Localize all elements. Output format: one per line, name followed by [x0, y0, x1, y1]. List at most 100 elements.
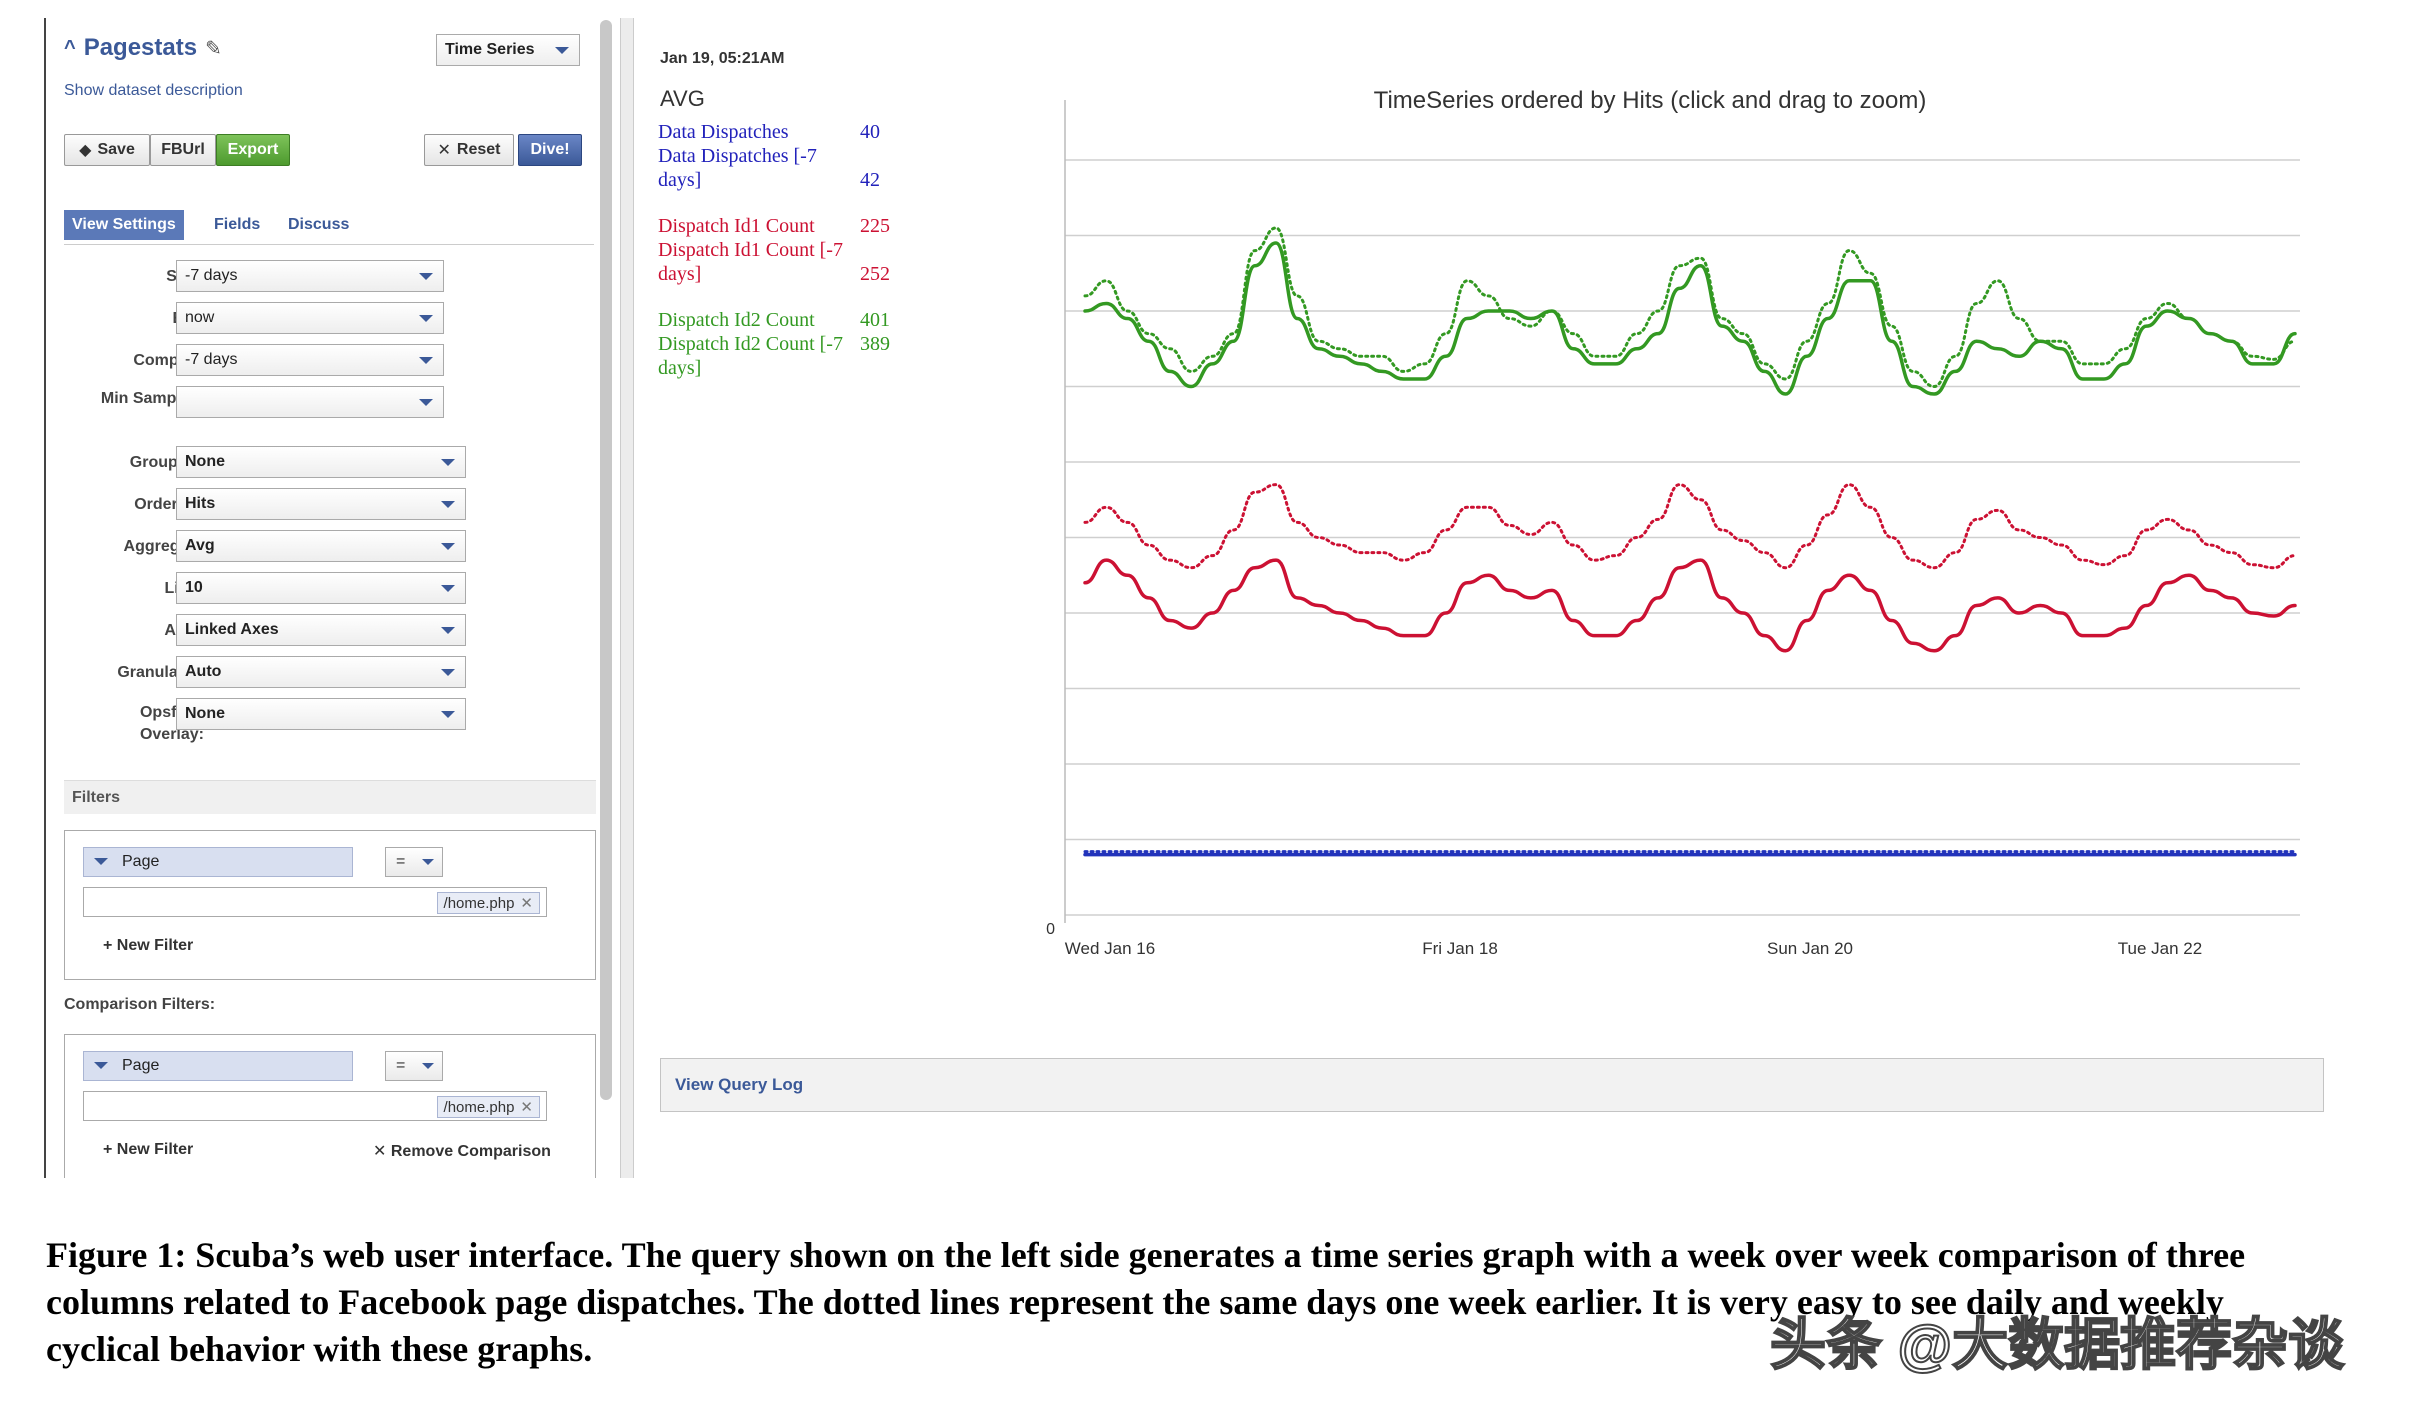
remove-comparison-label: Remove Comparison [390, 1143, 551, 1160]
end-value: now [185, 309, 215, 326]
series-line [1083, 483, 2297, 570]
comparison-filter-value-text: /home.php [443, 1098, 515, 1116]
fburl-label: FBUrl [161, 141, 205, 158]
tab-view-settings[interactable]: View Settings [64, 210, 184, 240]
filter-operator-value: = [396, 853, 406, 870]
y-tick-label: 0 [1046, 921, 1055, 938]
dive-label: Dive! [530, 141, 570, 158]
group-by-select[interactable]: None [176, 446, 466, 478]
tab-divider [64, 244, 594, 245]
comparison-filter-operator-select[interactable]: = [385, 1051, 443, 1081]
watermark-text: 头条 @大数据推荐杂谈 [1769, 1312, 2345, 1377]
order-by-value: Hits [185, 495, 216, 512]
figure-caption: Figure 1: Scuba’s web user interface. Th… [46, 1235, 2246, 1369]
filter-operator-select[interactable]: = [385, 847, 443, 877]
show-description-link[interactable]: Show dataset description [64, 82, 243, 99]
filters-box: Page = /home.php ✕ + New Filter [64, 830, 596, 980]
panel-resize-handle[interactable] [620, 18, 634, 1178]
timeseries-chart[interactable]: TimeSeries ordered by Hits (click and dr… [1030, 80, 2320, 960]
x-tick-label: Wed Jan 16 [1065, 939, 1155, 958]
axes-value: Linked Axes [185, 621, 279, 638]
dive-button[interactable]: Dive! [518, 134, 582, 166]
chevron-down-icon [441, 711, 455, 718]
chevron-down-icon [441, 459, 455, 466]
limit-value: 10 [185, 579, 203, 596]
x-tick-label: Fri Jan 18 [1422, 939, 1498, 958]
chevron-down-icon [419, 399, 433, 406]
x-tick-label: Tue Jan 22 [2118, 939, 2202, 958]
legend-row: Data Dispatches 40 [658, 120, 958, 144]
chevron-down-icon [441, 501, 455, 508]
chevron-down-icon [555, 47, 569, 54]
hover-aggregate-label: AVG [660, 86, 705, 111]
fburl-button[interactable]: FBUrl [150, 134, 216, 166]
legend-label: Data Dispatches [658, 121, 789, 143]
chevron-down-icon [422, 859, 434, 865]
legend-label: Dispatch Id1 Count [-7 days] [658, 239, 843, 285]
compare-select[interactable]: -7 days [176, 344, 444, 376]
granularity-value: Auto [185, 663, 222, 680]
order-by-select[interactable]: Hits [176, 488, 466, 520]
chart-title: TimeSeries ordered by Hits (click and dr… [1374, 87, 1927, 114]
opsfeed-overlay-value: None [185, 705, 225, 722]
comparison-filter-column-value: Page [122, 1057, 160, 1074]
view-type-value: Time Series [445, 41, 535, 58]
limit-select[interactable]: 10 [176, 572, 466, 604]
new-filter-button[interactable]: + New Filter [103, 937, 194, 954]
legend-value: 389 [860, 333, 890, 355]
chevron-down-icon [419, 273, 433, 280]
remove-comparison-button[interactable]: ✕ Remove Comparison [373, 1141, 551, 1161]
legend-row: Dispatch Id2 Count [-7 days] [658, 332, 858, 380]
group-by-value: None [185, 453, 225, 470]
chevron-down-icon [422, 1063, 434, 1069]
series-line [1083, 241, 2297, 396]
close-icon: ✕ [373, 1143, 391, 1160]
save-label: Save [97, 141, 135, 158]
sidebar-scrollbar[interactable] [600, 20, 612, 1100]
comparison-filter-value-tag[interactable]: /home.php ✕ [436, 1096, 540, 1118]
axes-select[interactable]: Linked Axes [176, 614, 466, 646]
filter-value-tag[interactable]: /home.php ✕ [436, 892, 540, 914]
start-value: -7 days [185, 267, 238, 284]
legend-value: 252 [860, 263, 890, 285]
hover-timestamp: Jan 19, 05:21AM [660, 50, 785, 67]
reset-label: Reset [456, 141, 501, 158]
save-button[interactable]: ◆ Save [64, 134, 150, 166]
tab-fields[interactable]: Fields [214, 216, 261, 233]
end-select[interactable]: now [176, 302, 444, 334]
comparison-new-filter-button[interactable]: + New Filter [103, 1141, 194, 1158]
comparison-filter-value-input[interactable]: /home.php ✕ [83, 1091, 547, 1121]
tab-discuss[interactable]: Discuss [288, 216, 350, 233]
reset-button[interactable]: ✕ Reset [424, 134, 514, 166]
view-query-log-link[interactable]: View Query Log [660, 1058, 2324, 1112]
collapse-caret-icon[interactable]: ^ [64, 36, 76, 59]
chart-series [1083, 226, 2297, 857]
filters-heading: Filters [64, 780, 596, 814]
legend-value: 225 [860, 215, 890, 237]
legend-value: 40 [860, 121, 880, 143]
compare-value: -7 days [185, 351, 238, 368]
remove-tag-icon[interactable]: ✕ [520, 895, 533, 912]
opsfeed-overlay-select[interactable]: None [176, 698, 466, 730]
dataset-title[interactable]: ^ Pagestats ✎ [64, 34, 222, 62]
close-icon: ✕ [437, 142, 451, 159]
chevron-down-icon [94, 858, 108, 865]
granularity-select[interactable]: Auto [176, 656, 466, 688]
filter-column-select[interactable]: Page [83, 847, 353, 877]
min-samples-select[interactable] [176, 386, 444, 418]
edit-pencil-icon[interactable]: ✎ [205, 37, 222, 60]
remove-tag-icon[interactable]: ✕ [520, 1099, 533, 1116]
legend-label: Dispatch Id2 Count [-7 days] [658, 333, 843, 379]
start-select[interactable]: -7 days [176, 260, 444, 292]
dataset-name: Pagestats [83, 34, 198, 61]
legend-row: Data Dispatches [-7 days] [658, 144, 858, 192]
series-line [1083, 558, 2297, 653]
aggregate-select[interactable]: Avg [176, 530, 466, 562]
legend-value: 401 [860, 309, 890, 331]
export-button[interactable]: Export [216, 134, 290, 166]
view-type-select[interactable]: Time Series [436, 34, 580, 66]
filter-value-input[interactable]: /home.php ✕ [83, 887, 547, 917]
export-label: Export [227, 141, 279, 158]
x-tick-label: Sun Jan 20 [1767, 939, 1853, 958]
comparison-filter-column-select[interactable]: Page [83, 1051, 353, 1081]
